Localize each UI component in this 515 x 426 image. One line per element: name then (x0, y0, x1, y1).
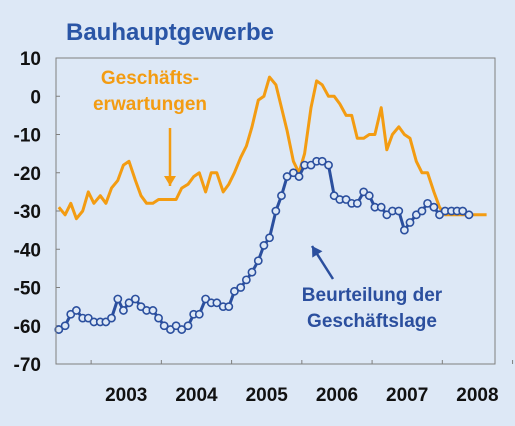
data-point (458, 206, 468, 216)
arrow-head-icon (312, 246, 323, 258)
data-point (317, 156, 327, 166)
data-point (183, 321, 193, 331)
data-point (154, 313, 163, 323)
data-point (376, 202, 386, 212)
data-point (394, 206, 404, 216)
data-point (271, 206, 281, 216)
data-point (236, 283, 246, 292)
data-point (71, 306, 81, 315)
arrow-head-icon (164, 176, 176, 186)
data-point (253, 256, 263, 266)
data-point (107, 313, 116, 323)
data-point (159, 321, 169, 331)
series-geschaeftslage (54, 156, 474, 334)
data-point (212, 298, 222, 308)
series-line (57, 75, 487, 221)
data-point (247, 267, 257, 277)
data-point (277, 191, 286, 201)
data-point (282, 172, 292, 181)
data-point (113, 294, 123, 304)
y-tick-label: 10 (20, 49, 41, 70)
x-tick-label: 2008 (456, 385, 498, 406)
series-layer (54, 75, 487, 334)
y-tick-label: -50 (14, 279, 41, 300)
data-point (364, 191, 374, 201)
y-tick-label: -60 (14, 317, 41, 338)
chart-title: Bauhauptgewerbe (66, 19, 274, 46)
data-point (464, 210, 474, 220)
data-point (230, 286, 239, 296)
y-tick-label: -40 (14, 240, 41, 261)
data-point (119, 306, 128, 315)
x-tick-label: 2003 (105, 385, 147, 406)
data-point (399, 225, 409, 235)
plot-frame (55, 57, 496, 365)
x-tick-label: 2007 (386, 385, 428, 406)
series-geschaeftserwartungen (57, 75, 487, 221)
data-point (194, 309, 204, 319)
x-axis: 2003 2004 2005 2006 2007 2008 (90, 360, 514, 406)
data-point (405, 218, 415, 227)
data-point (352, 198, 362, 208)
data-point (241, 275, 251, 285)
data-point (417, 206, 427, 216)
series-label: erwartungen (93, 94, 207, 115)
data-point (324, 160, 333, 170)
data-point (130, 294, 140, 304)
x-tick-label: 2006 (316, 385, 358, 406)
y-tick-label: -30 (14, 202, 41, 223)
x-tick-label: 2005 (246, 385, 289, 406)
data-point (224, 302, 234, 312)
data-point (429, 202, 439, 212)
data-point (148, 306, 158, 315)
y-tick-label: -10 (14, 126, 41, 147)
y-axis: 10 0 -10 -20 -30 -40 -50 -60 -70 (14, 49, 60, 376)
series-labels: Geschäfts-erwartungen Beurteilung der Gesc… (93, 68, 443, 332)
data-point (60, 321, 70, 331)
data-point (259, 241, 269, 250)
data-point (124, 298, 134, 308)
data-point (423, 198, 432, 208)
y-tick-label: 0 (30, 87, 41, 108)
data-point (265, 233, 274, 243)
data-point (177, 325, 187, 334)
series-label: Geschäftslage (307, 311, 437, 332)
series-label: Geschäfts- (101, 68, 199, 89)
series-label: Beurteilung der (302, 285, 443, 306)
y-tick-label: -70 (14, 355, 41, 376)
data-point (294, 172, 304, 181)
x-tick-label: 2004 (175, 385, 218, 406)
y-tick-label: -20 (14, 164, 41, 185)
data-point (54, 325, 64, 334)
